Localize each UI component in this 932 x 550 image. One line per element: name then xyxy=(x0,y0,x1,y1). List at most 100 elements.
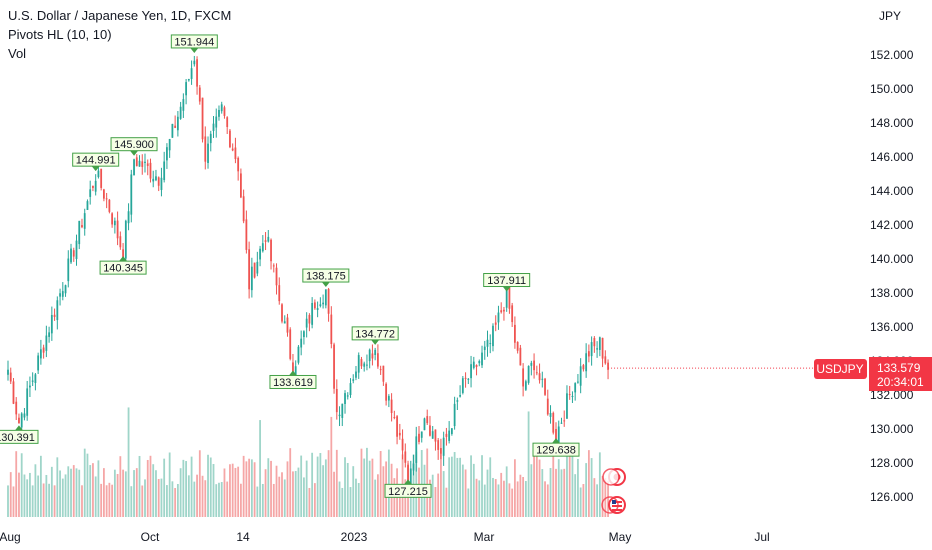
volume-bar xyxy=(355,478,357,517)
volume-bar xyxy=(587,450,590,517)
candle-body xyxy=(420,431,423,438)
candle-body xyxy=(390,399,393,413)
time-axis[interactable]: Aug Oct 14 2023 Mar May Jul xyxy=(0,530,770,544)
candle-body xyxy=(472,361,475,368)
candle-body xyxy=(481,352,483,366)
volume-bar xyxy=(357,483,360,517)
candle-body xyxy=(237,157,240,172)
volume-bar xyxy=(555,468,557,517)
candle-body xyxy=(166,147,168,161)
pivot-label-text: 138.175 xyxy=(306,271,346,283)
pivot-label-text: 129.638 xyxy=(536,445,576,457)
indicator-label[interactable]: Pivots HL (10, 10) xyxy=(8,27,112,42)
candle-body xyxy=(483,346,486,350)
candle-body xyxy=(278,285,281,302)
volume-bar xyxy=(453,452,456,517)
volume-bar xyxy=(533,448,535,517)
candle-body xyxy=(250,266,253,291)
candle-body xyxy=(450,428,453,434)
volume-bar xyxy=(204,480,207,517)
candle-body xyxy=(475,364,478,367)
volume-bar xyxy=(377,474,379,517)
candle-body xyxy=(12,381,15,404)
candle-body xyxy=(590,342,593,357)
candle-body xyxy=(426,416,429,424)
candle-body xyxy=(89,189,92,197)
volume-bar xyxy=(275,465,278,517)
volume-bar xyxy=(144,479,146,517)
candle-body xyxy=(130,174,133,215)
candle-body xyxy=(440,448,442,454)
candle-body xyxy=(138,160,141,167)
volume-bar xyxy=(387,449,390,517)
time-tick-label: Aug xyxy=(0,530,21,544)
pivot-label: 127.215 xyxy=(384,479,432,498)
volume-label[interactable]: Vol xyxy=(8,46,27,61)
volume-bar xyxy=(574,474,577,517)
candle-body xyxy=(81,225,83,228)
volume-bar xyxy=(519,474,522,517)
volume-bar xyxy=(366,447,368,517)
candle-body xyxy=(363,363,366,367)
volume-bar xyxy=(497,484,500,517)
candle-body xyxy=(152,178,155,182)
candle-body xyxy=(346,395,349,397)
volume-bar xyxy=(201,475,204,517)
candle-body xyxy=(538,373,541,381)
candle-body xyxy=(401,438,404,451)
volume-bar xyxy=(286,461,289,517)
candle-body xyxy=(366,364,368,366)
pivot-label: 137.911 xyxy=(483,273,531,292)
volume-bar xyxy=(330,416,333,517)
candlestick-series xyxy=(7,55,609,488)
candle-body xyxy=(311,303,314,325)
candle-body xyxy=(300,338,303,348)
pivot-label-text: 130.391 xyxy=(0,432,35,444)
time-tick-label: May xyxy=(609,530,632,544)
volume-bar xyxy=(420,450,423,517)
candle-body xyxy=(335,388,338,413)
volume-bar xyxy=(149,455,152,517)
volume-bar xyxy=(119,456,122,517)
volume-bar xyxy=(448,457,451,517)
pivot-label: 133.619 xyxy=(269,370,317,389)
candle-body xyxy=(544,378,546,395)
candle-body xyxy=(371,353,374,359)
time-tick-label: 14 xyxy=(236,530,250,544)
volume-bar xyxy=(193,481,196,517)
candle-body xyxy=(393,417,396,419)
symbol-price-tag[interactable]: USDJPY 133.579 20:34:01 xyxy=(814,357,932,391)
volume-bar xyxy=(294,470,297,517)
candle-body xyxy=(253,262,256,278)
candle-body xyxy=(557,426,560,443)
candle-body xyxy=(92,185,94,188)
candle-body xyxy=(456,400,459,402)
chart-legend[interactable]: U.S. Dollar / Japanese Yen, 1D, FXCM Piv… xyxy=(8,6,231,63)
volume-bar xyxy=(237,466,240,517)
event-markers[interactable] xyxy=(601,468,626,514)
price-tick-label: 138.000 xyxy=(870,286,914,300)
candle-body xyxy=(133,159,135,176)
pivot-label: 144.991 xyxy=(72,152,120,172)
volume-bar xyxy=(42,483,45,517)
volume-bar xyxy=(34,464,37,517)
volume-bar xyxy=(196,474,198,517)
event-marker-icon[interactable] xyxy=(602,468,620,486)
candle-body xyxy=(294,366,297,381)
price-tick-label: 126.000 xyxy=(870,490,914,504)
candle-body xyxy=(511,305,514,323)
flag-marker-icon[interactable] xyxy=(601,496,619,514)
candle-body xyxy=(478,361,481,364)
candle-body xyxy=(18,417,20,424)
pivot-label-text: 134.772 xyxy=(355,328,395,340)
price-axis[interactable]: 126.000128.000130.000132.000134.000136.0… xyxy=(870,48,914,504)
candle-body xyxy=(442,437,445,456)
candle-body xyxy=(461,378,464,393)
volume-bar xyxy=(39,455,42,517)
pivot-label-text: 140.345 xyxy=(103,263,143,275)
symbol-title[interactable]: U.S. Dollar / Japanese Yen, 1D, FXCM xyxy=(8,8,232,23)
candle-body xyxy=(108,199,111,212)
volume-bar xyxy=(368,460,371,517)
volume-bar xyxy=(319,453,322,517)
